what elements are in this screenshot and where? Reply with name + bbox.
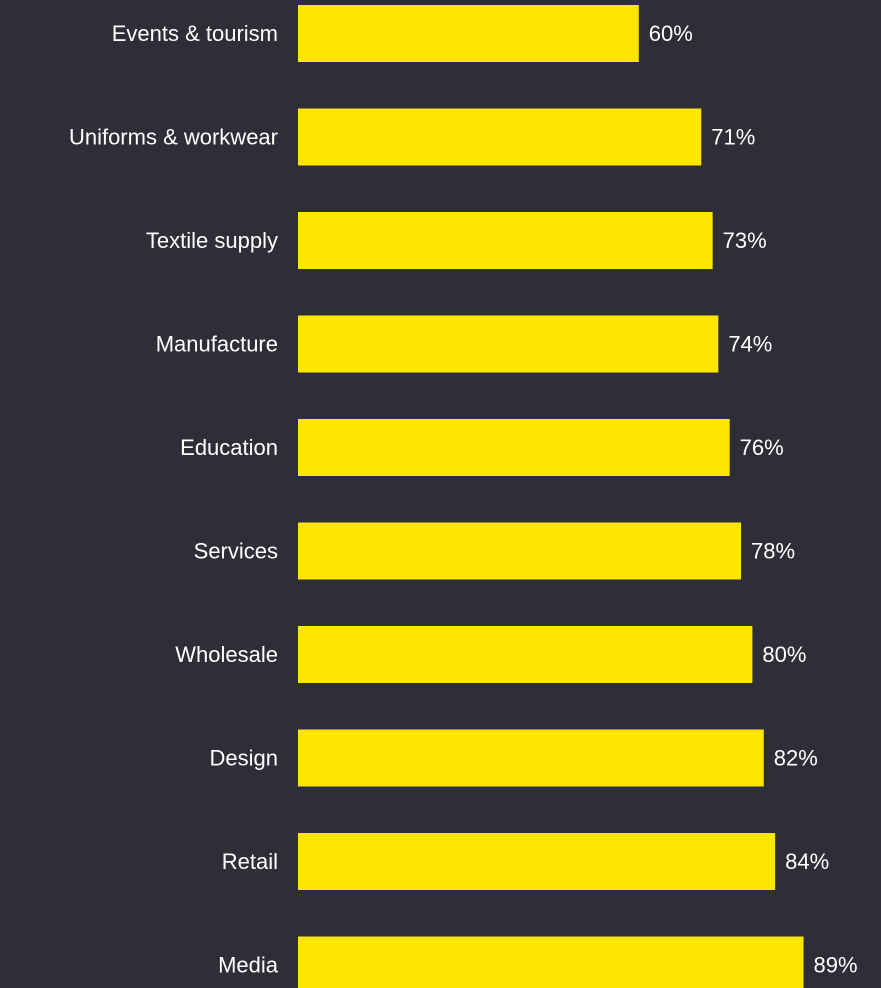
value-label-wholesale: 80% xyxy=(762,642,806,667)
category-label-manufacture: Manufacture xyxy=(156,332,278,357)
bar-textile-supply xyxy=(298,212,713,269)
value-labels-group: 60% 71% 73% 74% 76% 78% 80% 82% 84% 89% xyxy=(649,21,858,978)
value-label-retail: 84% xyxy=(785,849,829,874)
category-label-services: Services xyxy=(194,539,278,564)
bars-group xyxy=(298,5,804,988)
category-label-design: Design xyxy=(210,746,278,771)
value-label-design: 82% xyxy=(774,746,818,771)
value-label-uniforms-and-workwear: 71% xyxy=(711,125,755,150)
category-label-media: Media xyxy=(218,953,279,978)
bar-design xyxy=(298,729,764,787)
category-label-retail: Retail xyxy=(222,849,278,874)
bar-services xyxy=(298,522,742,580)
value-label-services: 78% xyxy=(751,539,795,564)
bar-retail xyxy=(298,833,776,890)
value-label-education: 76% xyxy=(740,435,784,460)
bar-media xyxy=(298,936,804,988)
category-labels-group: Events & tourism Uniforms & workwear Texti… xyxy=(69,21,279,978)
category-label-uniforms-and-workwear: Uniforms & workwear xyxy=(69,125,278,150)
category-label-events-and-tourism: Events & tourism xyxy=(112,21,278,46)
value-label-media: 89% xyxy=(814,953,858,978)
value-label-events-and-tourism: 60% xyxy=(649,21,693,46)
bar-uniforms-and-workwear xyxy=(298,108,702,166)
bar-wholesale xyxy=(298,626,753,683)
value-label-textile-supply: 73% xyxy=(723,228,767,253)
value-label-manufacture: 74% xyxy=(728,332,772,357)
category-label-education: Education xyxy=(180,435,278,460)
category-label-textile-supply: Textile supply xyxy=(146,228,278,253)
bar-manufacture xyxy=(298,315,719,373)
bar-education xyxy=(298,419,730,476)
bar-events-and-tourism xyxy=(298,5,639,62)
category-label-wholesale: Wholesale xyxy=(175,642,278,667)
